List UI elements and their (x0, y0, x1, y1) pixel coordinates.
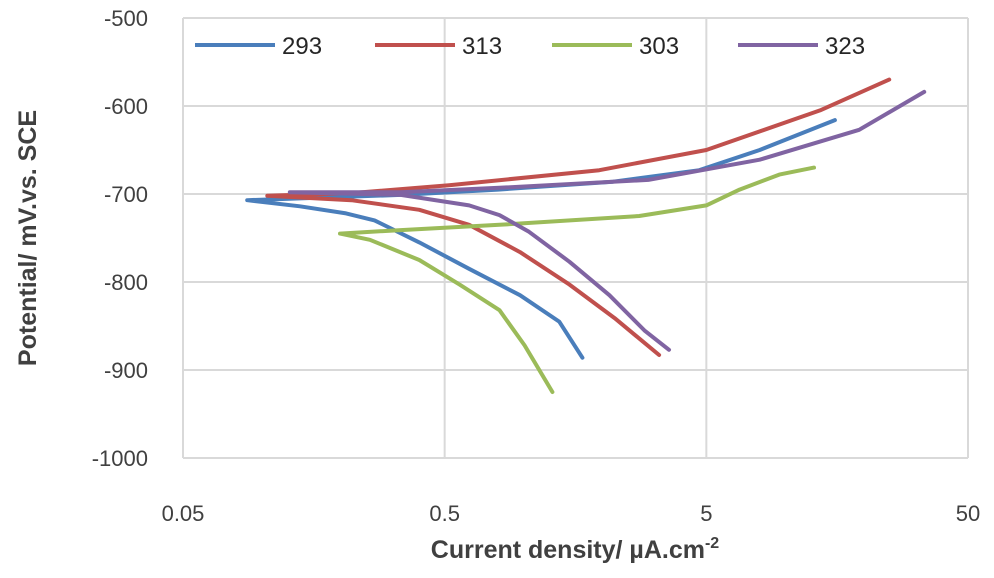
x-tick-label: 0.05 (162, 501, 205, 526)
x-tick-label: 50 (956, 501, 980, 526)
y-tick-labels: -500 -600 -700 -800 -900 -1000 (92, 6, 148, 471)
y-tick-label: -1000 (92, 446, 148, 471)
series-lines (245, 77, 927, 394)
y-tick-label: -600 (104, 94, 148, 119)
series-line-313 (265, 77, 892, 357)
legend-label-293: 293 (282, 33, 322, 60)
y-tick-label: -700 (104, 182, 148, 207)
x-axis-label-main: Current density/ µA.cm (431, 536, 705, 564)
legend-label-313: 313 (462, 33, 502, 60)
legend-label-303: 303 (639, 33, 679, 60)
x-tick-label: 0.5 (429, 501, 460, 526)
x-tick-label: 5 (700, 501, 712, 526)
y-tick-label: -500 (104, 6, 148, 31)
y-axis-label: Potential/ mV.vs. SCE (14, 110, 42, 366)
legend-label-323: 323 (825, 33, 865, 60)
x-axis-label-superscript: -2 (705, 535, 719, 552)
y-tick-label: -900 (104, 358, 148, 383)
x-tick-labels: 0.05 0.5 5 50 (162, 501, 981, 526)
gridlines (182, 17, 969, 459)
series-line-303 (338, 165, 816, 394)
series-line-323 (287, 89, 927, 352)
series-line-293 (245, 118, 837, 360)
legend: 293 313 303 323 (195, 33, 865, 60)
x-axis-label: Current density/ µA.cm-2 (431, 535, 720, 564)
y-tick-label: -800 (104, 270, 148, 295)
